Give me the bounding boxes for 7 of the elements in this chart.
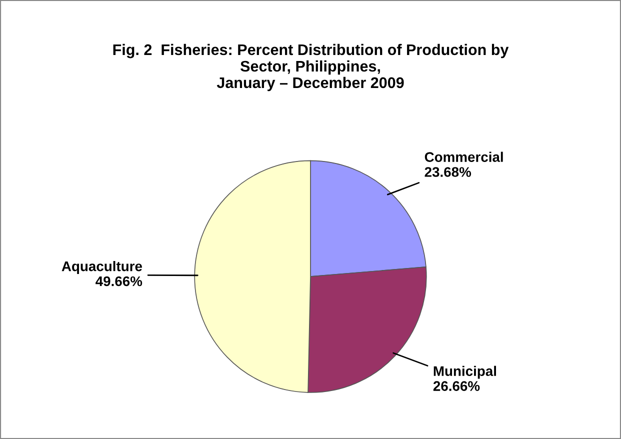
slice-label: Commercial [424, 152, 503, 162]
data-label: 23.68% [424, 167, 472, 177]
chart-title: Fig. 2 Fisheries: Percent Distribution of Production by Sector, Philippines, January – December 2009 [113, 44, 509, 92]
data-label: 49.66% [96, 276, 142, 286]
slice-label: Aquaculture [62, 261, 142, 274]
data-label: 26.66% [433, 381, 480, 391]
slice-label: Municipal [434, 366, 496, 379]
